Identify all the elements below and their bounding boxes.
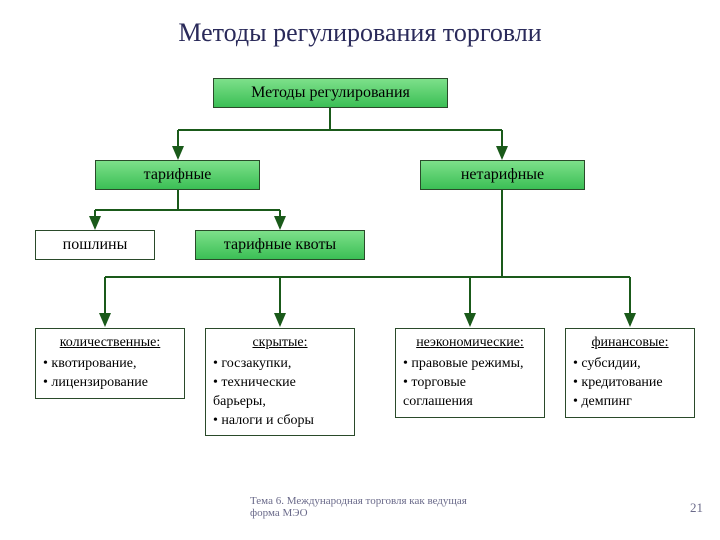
node-nontariff: нетарифные: [420, 160, 585, 190]
leaf-noneconomic: неэкономические: • правовые режимы,• тор…: [395, 328, 545, 418]
leaf-quantitative-title: количественные:: [43, 334, 177, 353]
leaf-financial: финансовые: • субсидии,• кредитование• д…: [565, 328, 695, 418]
node-quotas: тарифные квоты: [195, 230, 365, 260]
leaf-noneconomic-title: неэкономические:: [403, 334, 537, 353]
footer-page-number: 21: [690, 500, 703, 516]
node-root: Методы регулирования: [213, 78, 448, 108]
node-duties: пошлины: [35, 230, 155, 260]
leaf-noneconomic-items: • правовые режимы,• торговые соглашения: [403, 355, 537, 412]
leaf-financial-title: финансовые:: [573, 334, 687, 353]
leaf-hidden-title: скрытые:: [213, 334, 347, 353]
leaf-hidden: скрытые: • госзакупки,• технические барь…: [205, 328, 355, 436]
leaf-quantitative-items: • квотирование,• лицензирование: [43, 355, 177, 393]
footer-left: Тема 6. Международная торговля как ведущ…: [250, 495, 470, 519]
node-tariff: тарифные: [95, 160, 260, 190]
leaf-financial-items: • субсидии,• кредитование• демпинг: [573, 355, 687, 412]
leaf-hidden-items: • госзакупки,• технические барьеры,• нал…: [213, 355, 347, 431]
leaf-quantitative: количественные: • квотирование,• лицензи…: [35, 328, 185, 399]
